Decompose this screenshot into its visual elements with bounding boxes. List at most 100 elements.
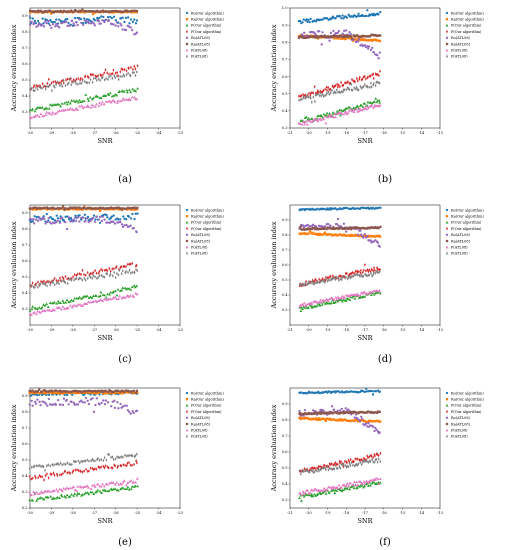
data-point bbox=[311, 412, 314, 416]
data-point bbox=[372, 411, 375, 414]
data-point bbox=[117, 464, 119, 468]
data-point bbox=[106, 292, 109, 296]
data-point bbox=[351, 483, 355, 486]
data-point bbox=[107, 297, 111, 301]
data-point bbox=[369, 239, 372, 242]
y-tick-label: 0.7 bbox=[22, 426, 28, 430]
data-point bbox=[84, 485, 88, 488]
data-point bbox=[360, 35, 363, 38]
data-point bbox=[92, 270, 95, 275]
data-point bbox=[71, 220, 74, 223]
data-point bbox=[343, 35, 347, 39]
data-point bbox=[33, 390, 36, 393]
data-point bbox=[44, 389, 47, 393]
data-point bbox=[99, 96, 103, 100]
data-point bbox=[108, 75, 111, 79]
data-point bbox=[57, 26, 61, 29]
data-point bbox=[348, 419, 351, 423]
data-point bbox=[319, 492, 323, 496]
data-point bbox=[103, 268, 106, 273]
data-point bbox=[348, 30, 351, 34]
data-point bbox=[334, 17, 337, 20]
data-point bbox=[350, 460, 353, 465]
data-point bbox=[376, 39, 379, 42]
data-point bbox=[98, 16, 101, 20]
data-point bbox=[57, 390, 60, 393]
data-point bbox=[352, 419, 355, 422]
data-point bbox=[115, 93, 119, 97]
data-point bbox=[39, 85, 42, 90]
data-point bbox=[55, 22, 58, 26]
data-point bbox=[106, 272, 109, 276]
data-point bbox=[336, 419, 340, 422]
data-point bbox=[355, 480, 358, 484]
y-tick-label: 0.9 bbox=[22, 211, 28, 215]
data-point bbox=[344, 418, 347, 422]
data-point bbox=[131, 28, 134, 32]
y-tick-label: 0.8 bbox=[282, 40, 288, 44]
data-point bbox=[369, 453, 372, 458]
data-point bbox=[98, 269, 101, 273]
data-point bbox=[92, 300, 95, 303]
data-point bbox=[331, 467, 334, 472]
data-point bbox=[73, 389, 77, 393]
data-point bbox=[307, 224, 310, 227]
data-point bbox=[121, 486, 125, 489]
data-point bbox=[309, 467, 311, 472]
data-point bbox=[133, 95, 136, 99]
data-point bbox=[363, 227, 367, 230]
data-point bbox=[317, 92, 319, 96]
data-point bbox=[113, 487, 117, 491]
data-point bbox=[327, 468, 330, 472]
data-point bbox=[362, 480, 366, 483]
data-point bbox=[132, 283, 136, 287]
data-point bbox=[365, 107, 368, 111]
legend-label: Ra(ATL08) bbox=[451, 42, 471, 46]
data-point bbox=[101, 9, 105, 12]
data-point bbox=[311, 118, 315, 122]
data-point bbox=[50, 206, 53, 210]
data-point bbox=[327, 278, 330, 282]
y-tick-label: 0.2 bbox=[22, 506, 28, 510]
data-point bbox=[89, 466, 92, 470]
data-point bbox=[372, 234, 375, 238]
data-point bbox=[75, 304, 79, 308]
legend-marker bbox=[446, 54, 448, 59]
data-point bbox=[363, 102, 367, 105]
data-point bbox=[54, 389, 58, 392]
data-point bbox=[114, 289, 117, 293]
data-point bbox=[92, 492, 96, 496]
data-point bbox=[127, 66, 130, 70]
data-point bbox=[304, 96, 307, 101]
data-point bbox=[33, 392, 36, 395]
data-point bbox=[111, 274, 114, 278]
legend-label: Ro(Our algorithm) bbox=[191, 208, 224, 212]
data-point bbox=[370, 226, 373, 229]
data-point bbox=[128, 410, 131, 414]
data-point bbox=[44, 282, 47, 287]
data-point bbox=[29, 283, 31, 287]
data-point bbox=[371, 393, 375, 396]
data-point bbox=[306, 282, 309, 286]
data-point bbox=[94, 218, 97, 221]
data-point bbox=[329, 113, 333, 117]
data-point bbox=[121, 295, 125, 299]
data-point bbox=[83, 401, 86, 404]
data-point bbox=[135, 267, 137, 272]
data-point bbox=[74, 106, 78, 110]
data-point bbox=[128, 453, 131, 458]
legend-label: Ro(ATL08) bbox=[451, 233, 471, 237]
data-point bbox=[65, 390, 69, 393]
data-point bbox=[91, 390, 94, 393]
data-point bbox=[339, 113, 342, 117]
data-point bbox=[302, 301, 306, 305]
legend-label: Ro(Our algorithm) bbox=[451, 208, 484, 212]
data-point bbox=[82, 99, 86, 103]
data-point bbox=[75, 493, 79, 497]
data-point bbox=[102, 458, 105, 463]
x-tick-label: -17 bbox=[362, 511, 369, 515]
data-point bbox=[312, 470, 315, 474]
data-point bbox=[52, 281, 54, 285]
data-point bbox=[303, 116, 307, 119]
data-point bbox=[57, 81, 60, 85]
